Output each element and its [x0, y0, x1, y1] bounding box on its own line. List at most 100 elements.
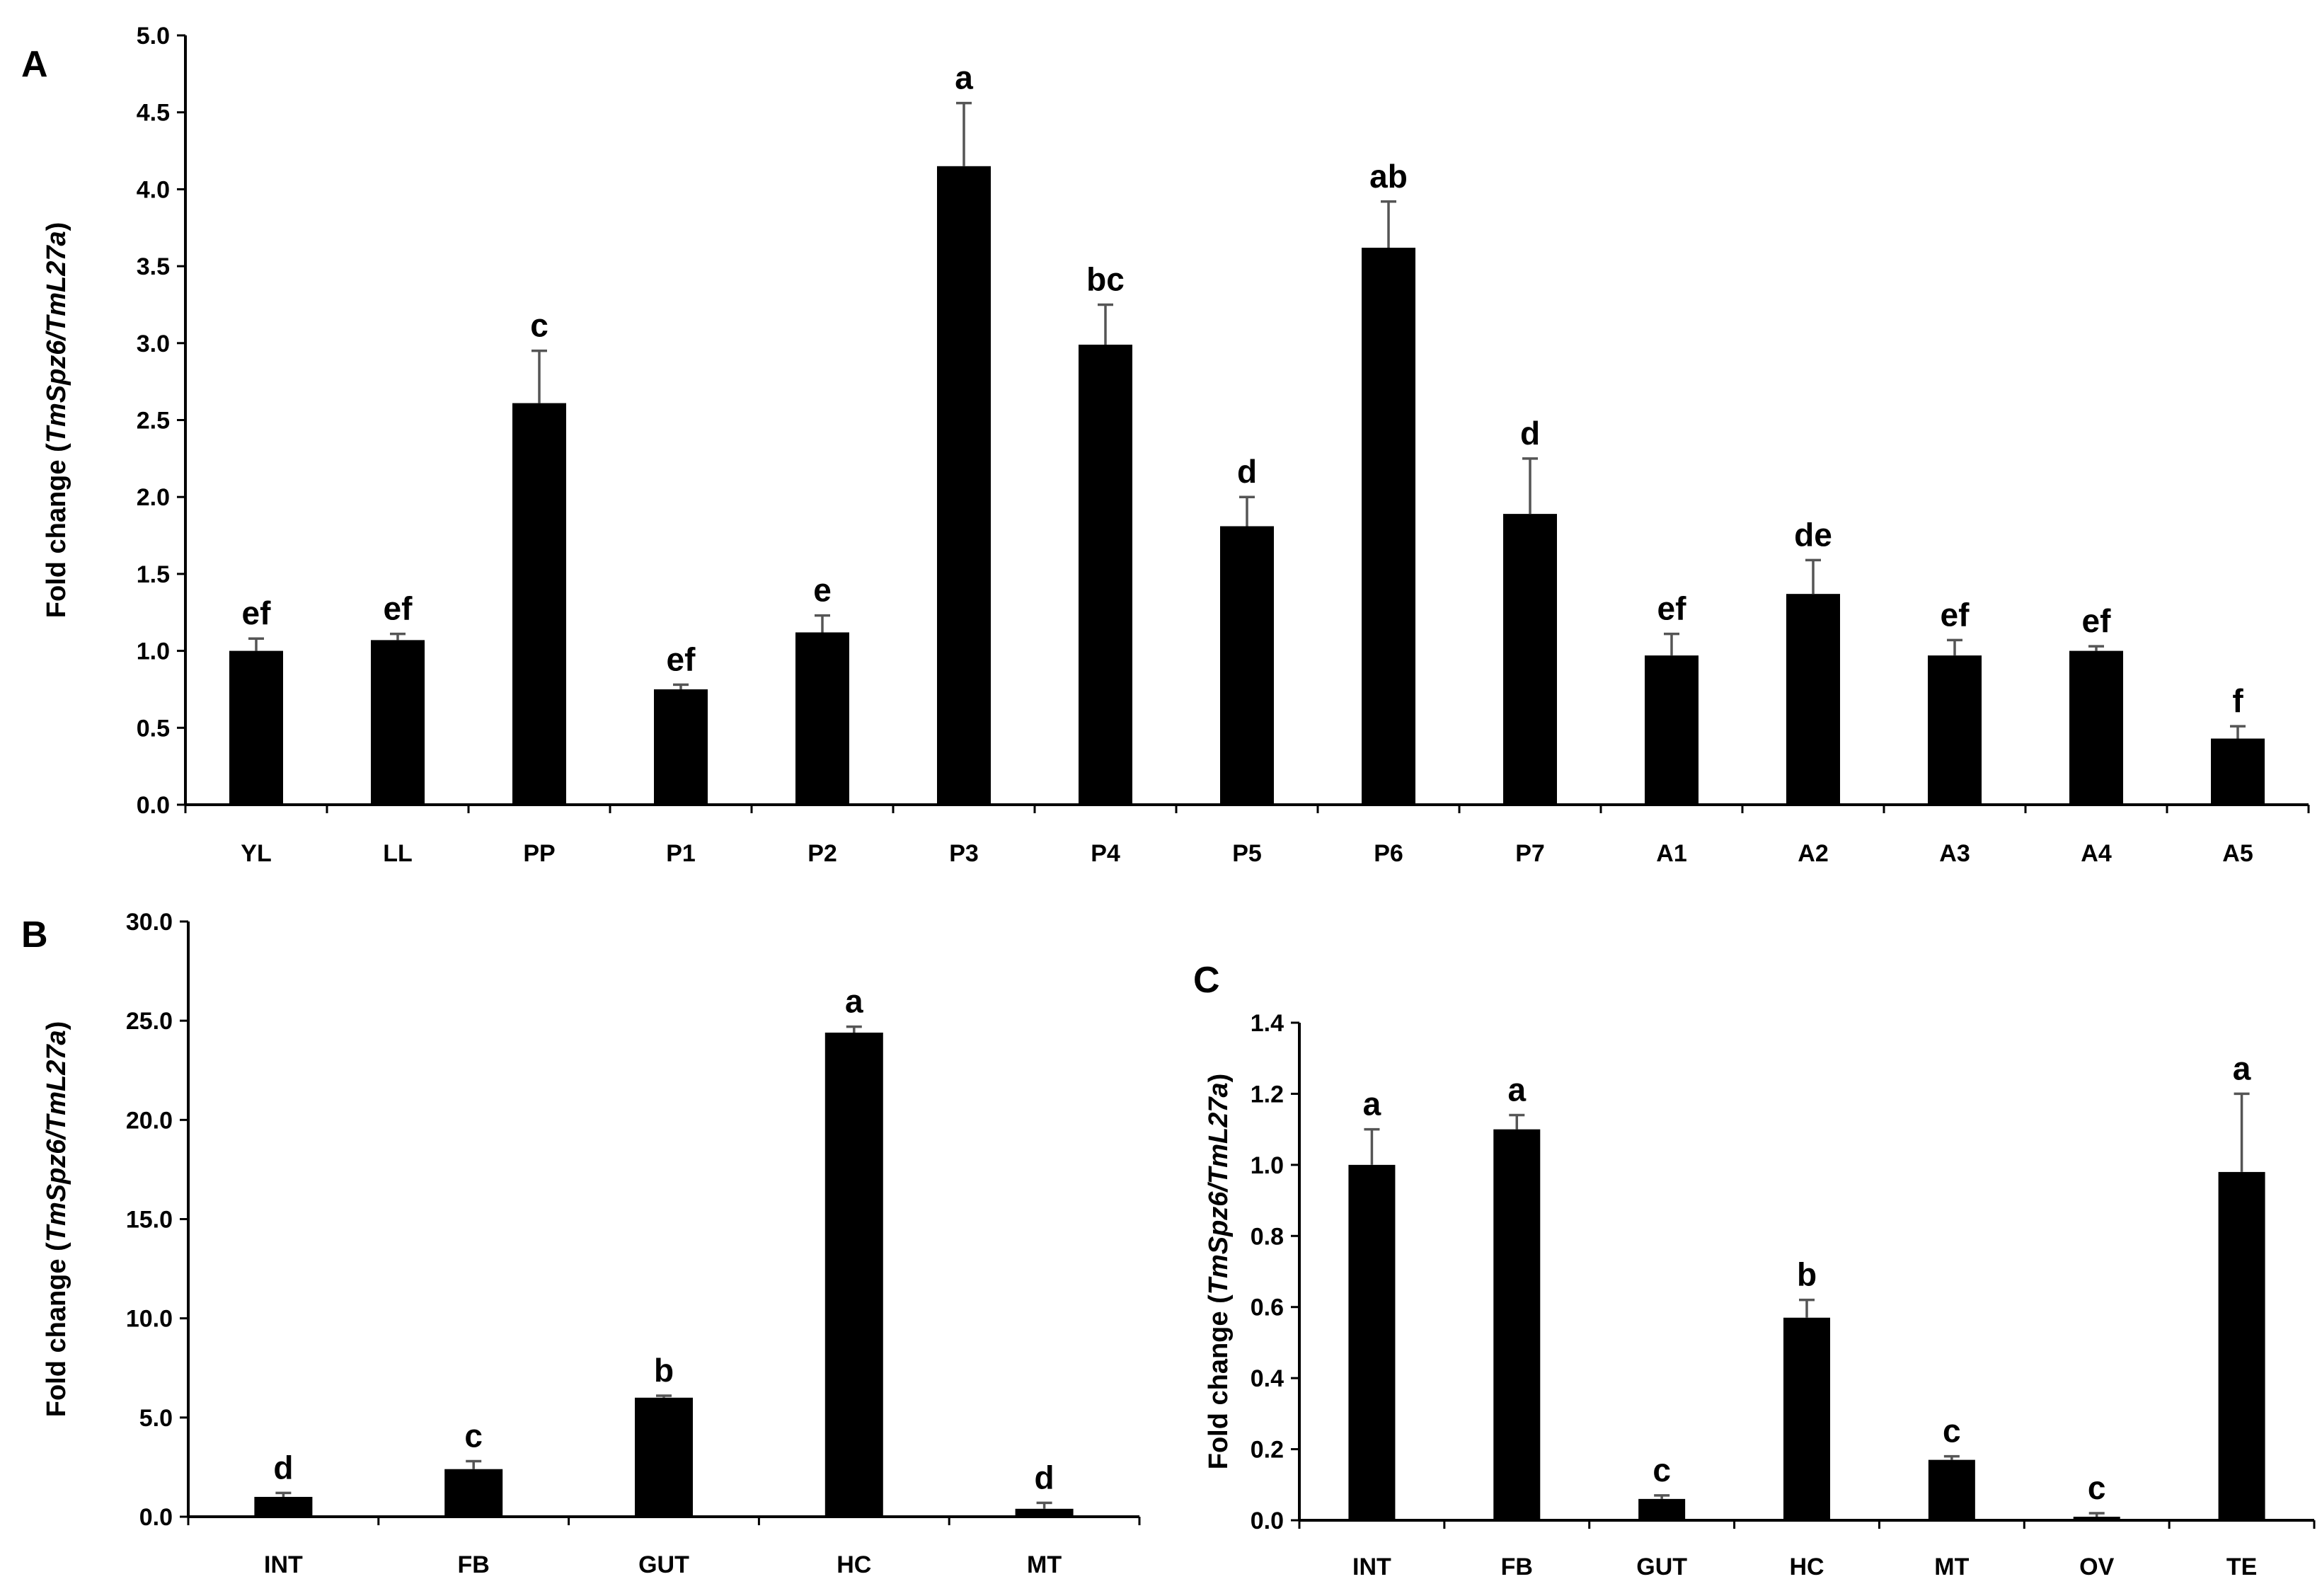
panel-b-y-tick-label: 30.0: [126, 909, 173, 936]
panel-b-bar-hc: [824, 1032, 883, 1517]
panel-a-significance-label: ef: [1657, 590, 1687, 627]
panel-c-y-tick-label: 1.0: [1251, 1152, 1284, 1179]
panel-c-category-label: TE: [2226, 1554, 2257, 1580]
panel-a-bar-p6: [1362, 248, 1415, 805]
panel-a-bar-p7: [1503, 514, 1557, 805]
panel-a-bar-a2: [1786, 594, 1840, 805]
panel-c-bar-gut: [1638, 1498, 1686, 1520]
panel-a-bar-p3: [937, 166, 991, 805]
panel-a-bar-a3: [1928, 655, 1982, 805]
panel-a-category-label: LL: [383, 840, 413, 867]
panel-a-category-label: A1: [1656, 840, 1686, 867]
panel-b-category-label: GUT: [638, 1551, 689, 1578]
panel-b-bar-gut: [635, 1397, 693, 1517]
panel-c-category-label: INT: [1352, 1554, 1391, 1580]
panel-c-y-tick-label: 1.2: [1251, 1081, 1284, 1108]
panel-a-significance-label: d: [1520, 415, 1540, 452]
panel-c-significance-label: c: [1653, 1452, 1671, 1488]
panel-c-category-label: HC: [1789, 1554, 1824, 1580]
panel-c-bar-int: [1348, 1164, 1396, 1520]
panel-a-y-tick-label: 2.5: [137, 408, 170, 435]
panel-a-significance-label: ef: [1941, 596, 1970, 633]
panel-c-y-tick-label: 1.4: [1251, 1010, 1284, 1037]
panel-a-bar-a4: [2069, 650, 2123, 805]
panel-a-category-label: P6: [1374, 840, 1403, 867]
panel-a-significance-label: ab: [1369, 158, 1408, 195]
panel-a-category-label: P3: [949, 840, 979, 867]
panel-b-bar-fb: [444, 1469, 503, 1517]
panel-a-significance-label: de: [1794, 516, 1832, 553]
panel-b-significance-label: a: [845, 983, 863, 1020]
panel-c-bar-fb: [1493, 1129, 1541, 1520]
panel-a-y-tick-label: 0.5: [137, 715, 170, 742]
panel-c-significance-label: a: [2233, 1050, 2251, 1086]
panel-a-category-label: A2: [1798, 840, 1828, 867]
panel-a-category-label: A3: [1939, 840, 1970, 867]
panel-b-category-label: INT: [264, 1551, 303, 1578]
panel-a-significance-label: c: [530, 307, 548, 344]
panel-a-y-tick-label: 0.0: [137, 792, 170, 819]
panel-a-y-tick-label: 3.0: [137, 331, 170, 357]
panel-a-bar-a1: [1645, 655, 1699, 805]
panel-c-bar-te: [2218, 1171, 2265, 1520]
panel-b-letter: B: [21, 914, 48, 955]
panel-b-y-tick-label: 15.0: [126, 1207, 173, 1234]
panel-a-bar-a5: [2211, 738, 2265, 805]
panel-b-y-tick-label: 25.0: [126, 1008, 173, 1035]
panel-a-bar-p1: [654, 689, 708, 805]
panel-a-bar-p4: [1079, 344, 1132, 805]
panel-c-letter: C: [1193, 960, 1220, 1001]
panel-a-significance-label: ef: [242, 595, 272, 631]
panel-a-y-tick-label: 4.5: [137, 100, 170, 127]
panel-b-y-tick-label: 20.0: [126, 1107, 173, 1134]
panel-a-significance-label: ef: [2082, 602, 2112, 639]
panel-c-y-tick-label: 0.8: [1251, 1223, 1284, 1250]
panel-a-category-label: YL: [241, 840, 271, 867]
panel-a-category-label: A4: [2081, 840, 2112, 867]
panel-c-bar-ov: [2073, 1516, 2120, 1520]
panel-a-y-tick-label: 5.0: [137, 23, 170, 50]
panel-c-significance-label: a: [1363, 1086, 1381, 1123]
panel-a-significance-label: d: [1237, 453, 1257, 490]
panel-a-letter: A: [21, 44, 48, 85]
panel-b-category-label: FB: [458, 1551, 490, 1578]
panel-b-bar-mt: [1015, 1508, 1074, 1517]
panel-c-category-label: GUT: [1636, 1554, 1687, 1580]
panel-c-category-label: OV: [2079, 1554, 2114, 1580]
panel-c-significance-label: c: [1943, 1413, 1961, 1449]
panel-b-y-tick-label: 10.0: [126, 1306, 173, 1333]
panel-a-significance-label: bc: [1086, 260, 1125, 297]
panel-a-category-label: P1: [666, 840, 696, 867]
panel-b-significance-label: d: [273, 1449, 293, 1486]
panel-a-significance-label: ef: [384, 590, 413, 627]
panel-a-y-tick-label: 4.0: [137, 176, 170, 203]
panel-a-category-label: P2: [807, 840, 837, 867]
panel-b-significance-label: b: [654, 1352, 674, 1389]
panel-a-y-tick-label: 2.0: [137, 484, 170, 511]
panel-c-significance-label: b: [1797, 1256, 1817, 1293]
panel-a-bar-p5: [1220, 526, 1274, 805]
panel-c-significance-label: a: [1507, 1072, 1526, 1108]
panel-c-y-axis-title: Fold change (TmSpz6/TmL27a): [1204, 1074, 1234, 1470]
panel-a-category-label: P7: [1515, 840, 1545, 867]
panel-a-y-tick-label: 1.0: [137, 638, 170, 665]
panel-c-category-label: MT: [1934, 1554, 1969, 1580]
panel-a-significance-label: f: [2232, 682, 2243, 719]
panel-b-significance-label: d: [1035, 1459, 1054, 1495]
panel-a-chart: A 0.0 0.5 1.0 1.5 2.0 2.5 3.0 3.5 4.0 4.5 5.0 Fold c…: [21, 23, 2310, 867]
panel-a-bar-yl: [229, 650, 283, 805]
panel-a-category-label: PP: [523, 840, 555, 867]
panel-c-y-tick-label: 0.6: [1251, 1294, 1284, 1321]
panel-a-bar-ll: [371, 640, 425, 805]
panel-c-category-label: FB: [1501, 1554, 1533, 1580]
panel-b-y-tick-label: 0.0: [139, 1504, 173, 1531]
panel-a-y-tick-label: 1.5: [137, 561, 170, 588]
panel-a-significance-label: a: [955, 59, 973, 96]
panel-a-y-tick-label: 3.5: [137, 253, 170, 280]
panel-b-y-axis-title: Fold change (TmSpz6/TmL27a): [42, 1021, 71, 1418]
panel-a-significance-label: e: [813, 572, 832, 609]
panel-b-y-tick-label: 5.0: [139, 1405, 173, 1432]
panel-a-bar-p2: [795, 632, 849, 805]
panel-c-chart: C 0.0 0.2 0.4 0.6 0.8 1.0 1.2 1.4 Fold change (Tm…: [1193, 960, 2316, 1580]
